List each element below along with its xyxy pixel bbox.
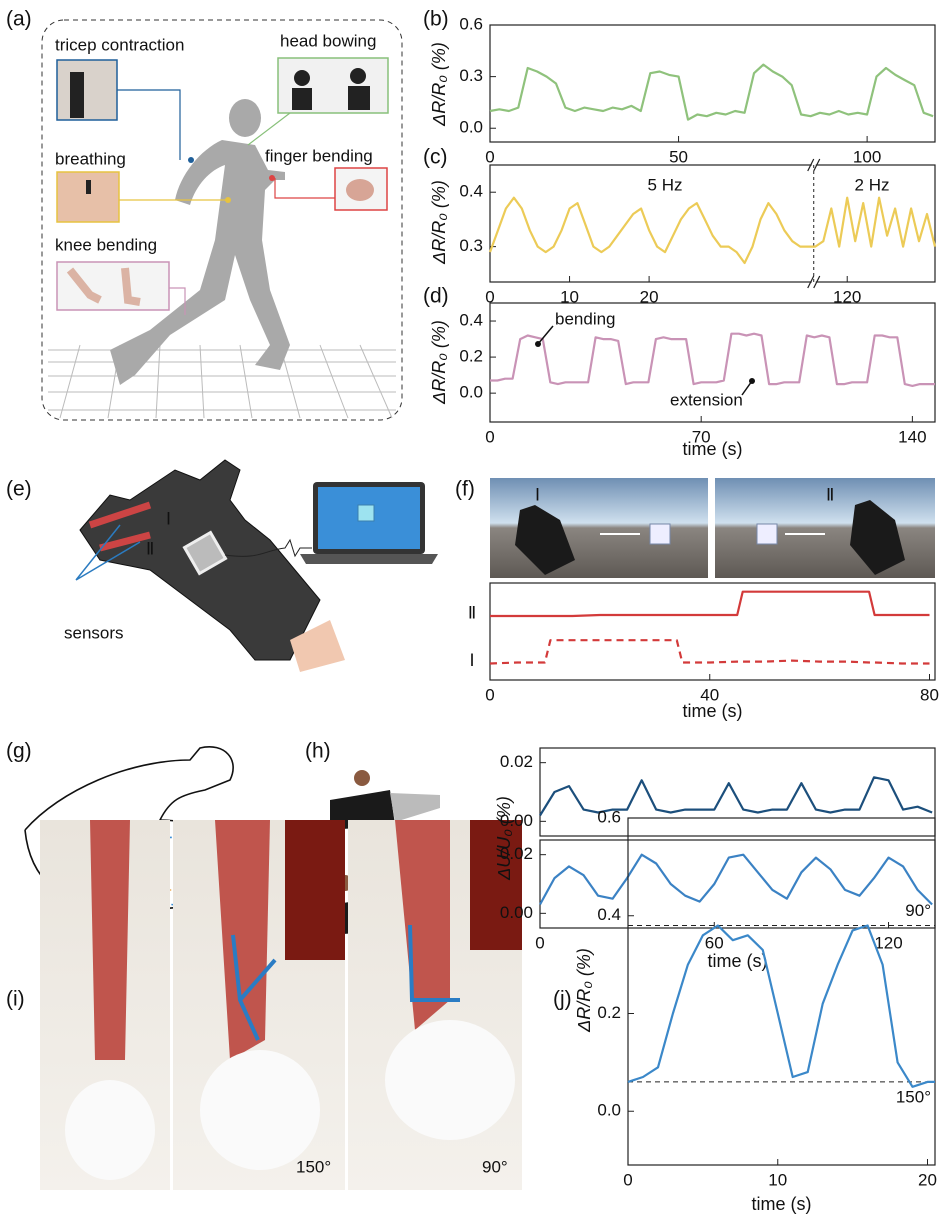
illustration-label: Ⅰ (535, 485, 540, 504)
illustration-label: head bowing (280, 31, 376, 50)
annotation-arrowhead (535, 341, 541, 347)
panel-label: (d) (423, 285, 449, 308)
panel-e-illustration (76, 460, 438, 672)
y-axis-label: ΔR/R₀ (%) (429, 180, 449, 265)
x-tick-label: 20 (640, 287, 659, 306)
panel-label: (i) (6, 988, 25, 1011)
y-tick-label: 0.02 (500, 752, 533, 771)
x-tick-label: 10 (560, 287, 579, 306)
y-axis-label: ΔR/R₀ (%) (429, 42, 449, 127)
x-tick-label: 0 (485, 427, 494, 446)
y-tick-label: 0.6 (597, 807, 621, 826)
data-line (490, 334, 935, 386)
y-tick-label: 0.0 (459, 118, 483, 137)
y-tick-label: 0.4 (459, 182, 483, 201)
y-tick-label: 0.2 (597, 1003, 621, 1022)
y-tick-label: 0.6 (459, 14, 483, 33)
annotation: 2 Hz (855, 175, 890, 194)
panel-label: (f) (455, 478, 475, 501)
y-tick-label: 0.4 (459, 311, 483, 330)
x-tick-label: 0 (485, 685, 494, 704)
panel-a-illustration (42, 20, 402, 420)
data-line (490, 65, 933, 120)
data-line (490, 592, 930, 616)
annotation-arrow (538, 326, 553, 344)
series-label: Ⅰ (469, 651, 474, 670)
panel-label: (h) (305, 740, 331, 763)
illustration-label: breathing (55, 149, 126, 168)
reference-label: 150° (896, 1087, 931, 1106)
panel-f-photos (490, 478, 935, 578)
x-axis-label: time (s) (683, 439, 743, 459)
figure: (a) (b) (c) (d) (e) (f) (g) (h) (i) (j) … (0, 0, 947, 1220)
illustration-label: Ⅱ (826, 485, 834, 504)
annotation-arrowhead (749, 378, 755, 384)
y-tick-label: 0.2 (459, 347, 483, 366)
y-tick-label: 0.0 (597, 1101, 621, 1120)
panel-label: (c) (423, 146, 448, 169)
x-tick-label: 10 (768, 1170, 787, 1189)
x-tick-label: 120 (874, 933, 902, 952)
panel-label: (a) (6, 8, 32, 31)
x-tick-label: 120 (833, 287, 861, 306)
panel-label: (e) (6, 478, 32, 501)
x-axis-label: time (s) (683, 701, 743, 721)
y-tick-label: 0.3 (459, 236, 483, 255)
y-tick-label: 0.02 (500, 844, 533, 863)
panel-i-photos (40, 820, 522, 1190)
illustration-label: sensors (64, 623, 124, 642)
data-line (490, 198, 935, 263)
x-axis-label: time (s) (708, 951, 768, 971)
illustration-label: 150° (296, 1157, 331, 1176)
y-tick-label: 0.00 (500, 903, 533, 922)
illustration-label: finger bending (265, 146, 373, 165)
x-tick-label: 20 (918, 1170, 937, 1189)
panel-label: (b) (423, 8, 449, 31)
reference-label: 90° (905, 901, 931, 920)
x-tick-label: 80 (920, 685, 939, 704)
x-tick-label: 140 (898, 427, 926, 446)
plot-frame (628, 818, 935, 1165)
data-line (490, 640, 930, 663)
panel-label: (g) (6, 740, 32, 763)
x-tick-label: 0 (485, 147, 494, 166)
series-label: Ⅱ (468, 603, 476, 622)
y-tick-label: 0.3 (459, 66, 483, 85)
illustration-label: Ⅰ (166, 509, 171, 528)
illustration-label: tricep contraction (55, 35, 184, 54)
illustration-label: knee bending (55, 235, 157, 254)
x-tick-label: 50 (669, 147, 688, 166)
plot-frame (490, 583, 935, 680)
annotation: bending (555, 309, 616, 328)
x-tick-label: 0 (535, 933, 544, 952)
x-tick-label: 0 (623, 1170, 632, 1189)
y-axis-label: ΔR/R₀ (%) (574, 948, 594, 1033)
axis-break-gap (812, 163, 816, 284)
illustration-label: 90° (482, 1157, 508, 1176)
data-line (540, 855, 932, 905)
illustration-label: Ⅱ (146, 539, 154, 558)
y-axis-label: ΔR/R₀ (%) (429, 320, 449, 405)
x-tick-label: 100 (853, 147, 881, 166)
annotation: extension (670, 390, 743, 409)
x-axis-label: time (s) (752, 1194, 812, 1214)
panel-label: (j) (553, 988, 572, 1011)
y-tick-label: 0.4 (597, 905, 621, 924)
y-tick-label: 0.0 (459, 383, 483, 402)
annotation: 5 Hz (648, 175, 683, 194)
x-tick-label: 60 (705, 933, 724, 952)
y-axis-label: ΔU/U₀ (%) (494, 796, 514, 881)
